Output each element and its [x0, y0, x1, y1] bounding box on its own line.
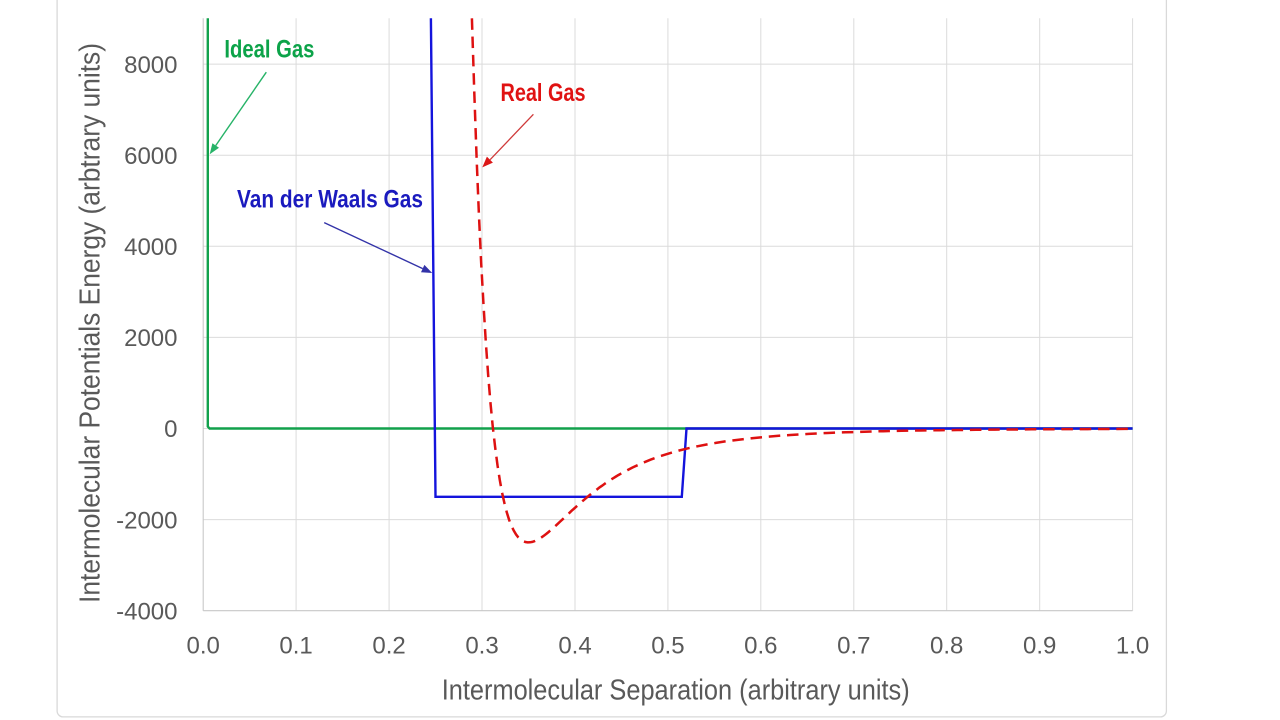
svg-text:0.8: 0.8: [930, 632, 963, 659]
svg-text:0.4: 0.4: [558, 632, 591, 659]
svg-text:6000: 6000: [124, 143, 177, 170]
svg-text:0: 0: [164, 416, 177, 443]
svg-text:4000: 4000: [124, 234, 177, 261]
svg-text:0.3: 0.3: [465, 632, 498, 659]
svg-text:0.6: 0.6: [744, 632, 777, 659]
svg-text:-2000: -2000: [116, 507, 177, 534]
svg-text:Van der Waals Gas: Van der Waals Gas: [237, 186, 423, 214]
svg-text:0.5: 0.5: [651, 632, 684, 659]
svg-text:8000: 8000: [124, 52, 177, 79]
svg-text:0.7: 0.7: [837, 632, 870, 659]
svg-text:0.1: 0.1: [279, 632, 312, 659]
svg-text:-4000: -4000: [116, 598, 177, 625]
svg-text:Intermolecular Separation (arb: Intermolecular Separation (arbitrary uni…: [442, 674, 910, 706]
svg-text:Real Gas: Real Gas: [501, 79, 586, 107]
svg-text:0.0: 0.0: [187, 632, 220, 659]
svg-text:Ideal Gas: Ideal Gas: [224, 35, 314, 63]
svg-text:0.2: 0.2: [372, 632, 405, 659]
svg-text:1.0: 1.0: [1116, 632, 1149, 659]
svg-text:0.9: 0.9: [1023, 632, 1056, 659]
svg-text:Intermolecular Potentials Ener: Intermolecular Potentials Energy (arbtra…: [74, 43, 106, 603]
svg-text:2000: 2000: [124, 325, 177, 352]
